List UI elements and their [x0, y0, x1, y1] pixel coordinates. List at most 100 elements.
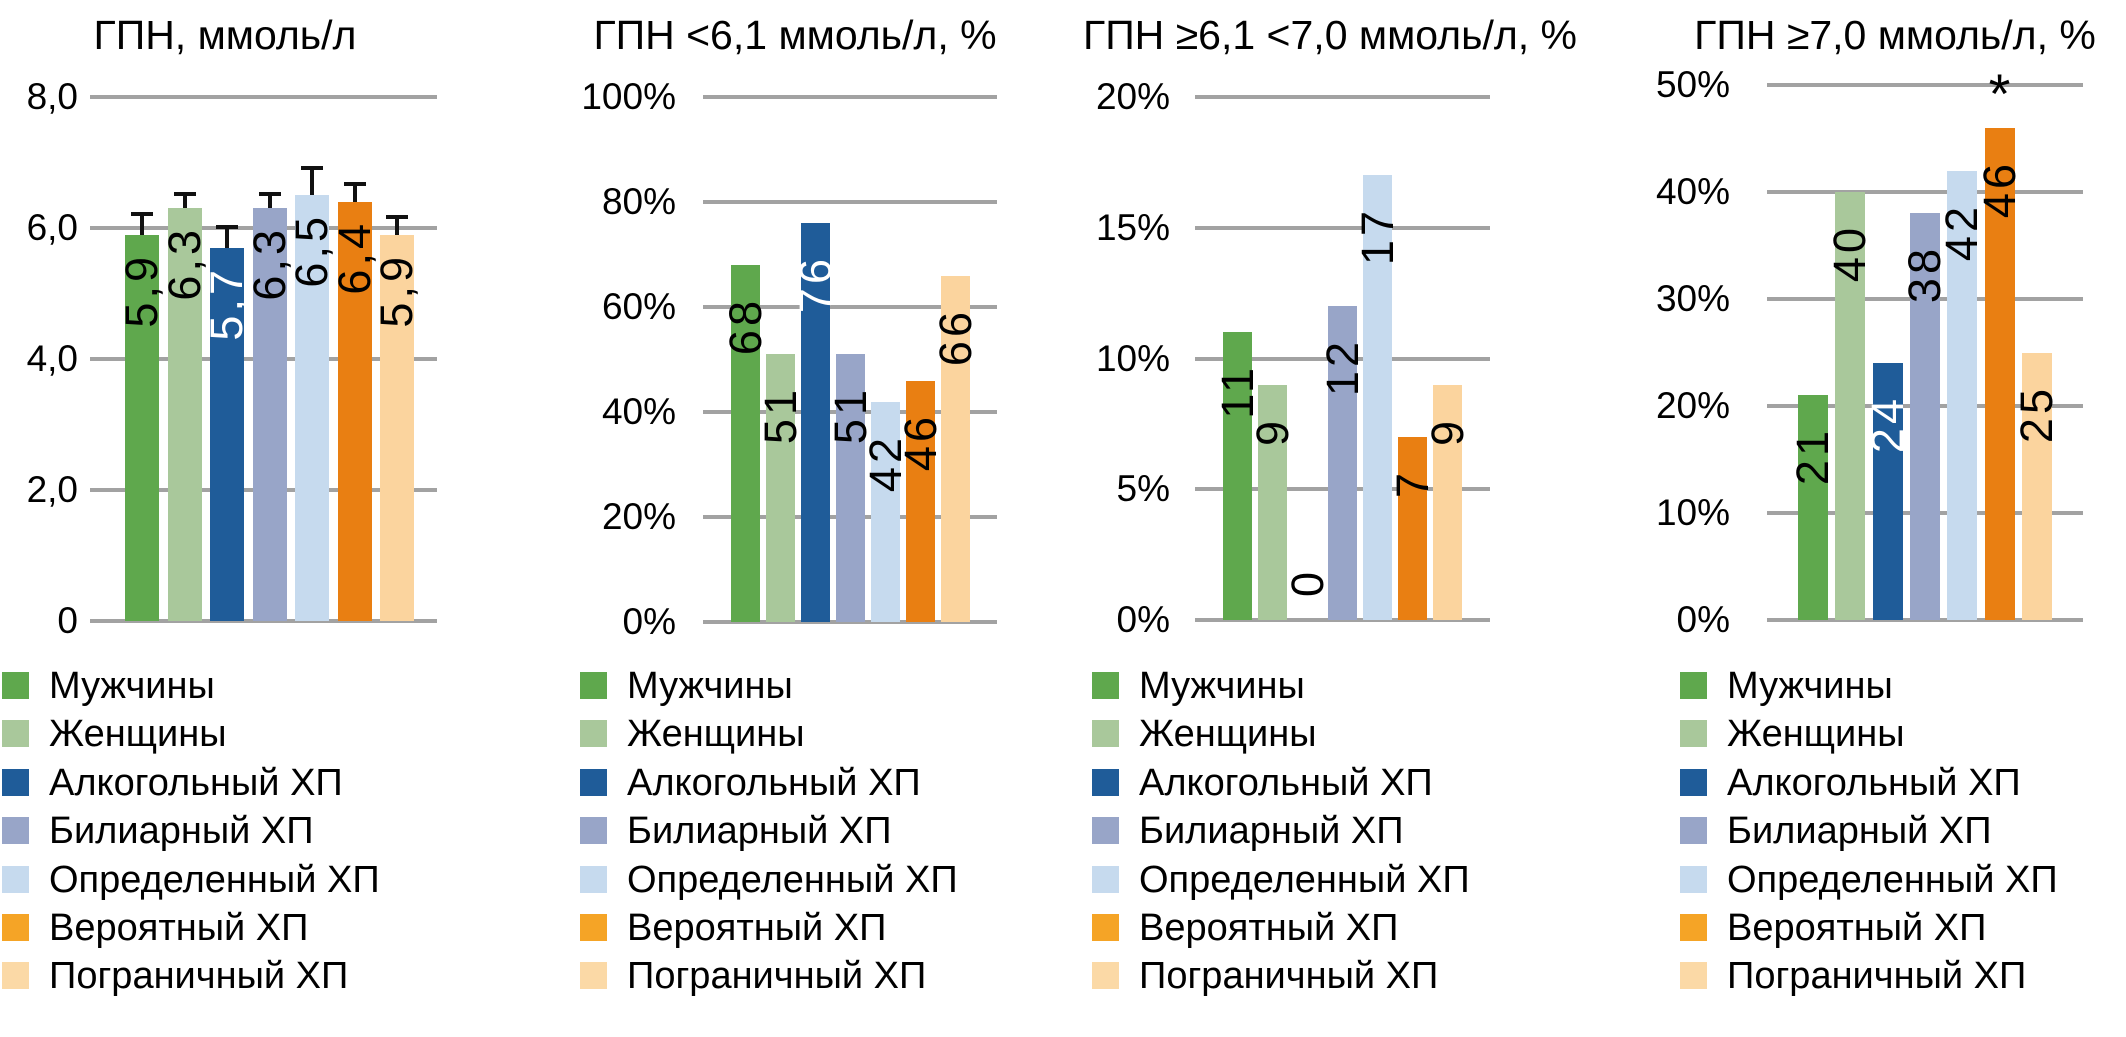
bar-series-4: [1909, 213, 1940, 620]
y-axis-tick-label: 30%: [1655, 278, 1730, 319]
bar-series-2: [1258, 384, 1287, 620]
bar-series-2: [167, 208, 202, 621]
legend-label: Алкогольный ХП: [1727, 761, 2021, 804]
legend-swatch: [580, 962, 607, 990]
error-bar: [395, 218, 399, 235]
y-axis-tick-label: 4,0: [26, 338, 78, 379]
y-axis-tick-label: 0: [57, 600, 78, 641]
bar-value-label: 12: [1316, 338, 1368, 397]
gridline: [703, 200, 997, 204]
y-axis-tick-label: 5%: [1116, 468, 1170, 510]
legend-swatch: [2, 962, 29, 990]
error-bar: [140, 214, 144, 235]
legend-label: Мужчины: [1727, 665, 1893, 707]
legend-swatch: [1092, 817, 1119, 845]
bar-series-1: [125, 234, 159, 621]
error-bar-cap: [258, 192, 281, 197]
legend-swatch: [580, 672, 607, 699]
legend-swatch: [1680, 720, 1707, 748]
legend-swatch: [2, 914, 29, 941]
legend-swatch: [1092, 865, 1119, 893]
legend-swatch: [580, 768, 607, 796]
legend-swatch: [1680, 768, 1707, 796]
legend-label: Мужчины: [627, 665, 793, 707]
y-axis-tick-label: 20%: [1655, 385, 1730, 426]
bar-series-6: [337, 201, 372, 621]
chart-2-title: ГПН <6,1 ммоль/л, %: [593, 12, 997, 58]
bar-value-label: 21: [1787, 427, 1838, 486]
bar-value-label: 24: [1861, 395, 1913, 454]
bar-value-label: 40: [1824, 224, 1876, 283]
bar-series-4: [252, 208, 287, 621]
legend-label: Определенный ХП: [1727, 858, 2058, 901]
legend-swatch: [1680, 962, 1707, 990]
bar-series-1: [1798, 395, 1828, 620]
legend-label: Женщины: [49, 713, 227, 756]
error-bar-cap: [343, 182, 366, 187]
legend-label: Вероятный ХП: [1727, 907, 1987, 949]
gridline: [1767, 618, 2083, 622]
error-bar-cap: [216, 225, 238, 229]
y-axis-tick-label: 40%: [1655, 171, 1730, 212]
bar-value-label: 25: [2010, 384, 2062, 443]
legend-label: Билиарный ХП: [1139, 810, 1404, 853]
legend-swatch: [1092, 962, 1119, 990]
gridline: [90, 619, 437, 623]
bar-value-label: 9: [1421, 416, 1473, 446]
bar-series-3: [1872, 363, 1903, 620]
bar-value-label: 68: [719, 297, 771, 356]
bar-value-label: 9: [1246, 416, 1298, 446]
legend-swatch: [1680, 865, 1707, 893]
bar-series-6: [906, 380, 935, 622]
gridline: [703, 305, 997, 309]
y-axis-tick-label: 80%: [601, 181, 676, 222]
gridline: [703, 620, 997, 624]
error-bar-cap: [131, 211, 153, 216]
y-axis-tick-label: 0%: [1676, 599, 1730, 640]
legend-label: Пограничный ХП: [49, 955, 349, 998]
bar-value-label: 11: [1211, 364, 1263, 420]
chart-4-title: ГПН ≥7,0 ммоль/л, %: [1694, 12, 2096, 58]
legend-label: Пограничный ХП: [1727, 955, 2027, 998]
bar-series-5: [1947, 170, 1978, 620]
legend-swatch: [1092, 914, 1119, 941]
legend-swatch: [1680, 672, 1707, 699]
error-bar-cap: [301, 166, 323, 171]
y-axis-tick-label: 6,0: [26, 207, 78, 248]
error-bar: [225, 228, 229, 248]
gridline: [1195, 225, 1490, 230]
bar-value-label: 76: [789, 255, 841, 314]
legend-label: Определенный ХП: [49, 858, 380, 901]
error-bar-cap: [386, 215, 408, 220]
legend-label: Алкогольный ХП: [627, 761, 921, 804]
legend-label: Вероятный ХП: [49, 907, 309, 949]
y-axis-tick-label: 100%: [581, 76, 676, 117]
bar-series-7: [380, 234, 414, 621]
gridline: [1767, 190, 2083, 194]
bar-series-7: [1433, 384, 1462, 620]
y-axis-tick-label: 60%: [601, 286, 676, 327]
bar-series-6: [1398, 436, 1427, 620]
bar-value-label: 51: [754, 386, 806, 445]
legend-label: Определенный ХП: [627, 858, 958, 901]
bar-series-4: [1328, 306, 1357, 620]
bar-series-6: [1984, 127, 2015, 620]
y-axis-tick-label: 50%: [1655, 64, 1730, 105]
chart-1-title: ГПН, ммоль/л: [93, 12, 357, 58]
error-bar-cap: [173, 192, 196, 197]
legend-label: Мужчины: [49, 665, 215, 707]
bar-value-label: 66: [929, 307, 981, 366]
bar-series-1: [731, 265, 760, 622]
legend-label: Билиарный ХП: [1727, 810, 1992, 853]
bar-value-label: 17: [1351, 207, 1403, 266]
legend-swatch: [1092, 720, 1119, 748]
legend-swatch: [1092, 672, 1119, 699]
legend-swatch: [2, 720, 29, 748]
significance-asterisk: *: [1988, 61, 2011, 125]
legend-label: Женщины: [627, 713, 805, 756]
legend-label: Мужчины: [1139, 665, 1305, 707]
error-bar: [267, 195, 272, 209]
y-axis-tick-label: 15%: [1095, 206, 1170, 248]
y-axis-tick-label: 8,0: [26, 76, 78, 117]
